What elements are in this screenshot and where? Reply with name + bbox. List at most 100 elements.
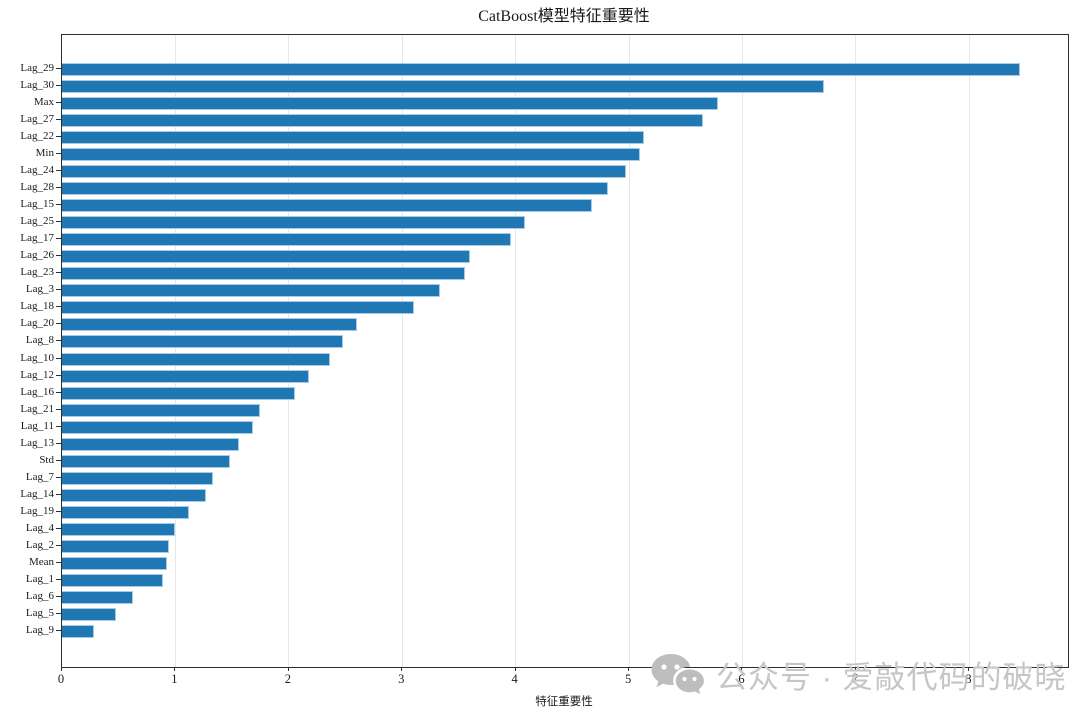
- grid-line: [288, 35, 290, 667]
- x-tick-mark: [628, 667, 630, 671]
- bar-Mean: [62, 556, 168, 570]
- grid-line: [968, 35, 970, 667]
- bar-Lag_6: [62, 590, 134, 604]
- bar-Lag_20: [62, 318, 357, 332]
- bar-Lag_18: [62, 301, 414, 315]
- y-tick-label: Lag_16: [20, 385, 54, 398]
- y-tick-mark: [56, 340, 61, 342]
- y-tick-mark: [56, 85, 61, 87]
- bar-Lag_14: [62, 488, 207, 502]
- y-tick-mark: [56, 289, 61, 291]
- y-tick-label: Lag_15: [20, 198, 54, 211]
- y-tick-mark: [56, 323, 61, 325]
- x-tick-label: 5: [624, 672, 632, 686]
- bar-Lag_28: [62, 182, 608, 196]
- y-tick-mark: [56, 510, 61, 512]
- y-tick-mark: [56, 187, 61, 189]
- y-tick-label: Lag_2: [25, 538, 54, 551]
- bar-Lag_25: [62, 216, 525, 230]
- chart-title: CatBoost模型特征重要性: [478, 8, 650, 25]
- y-tick-mark: [56, 578, 61, 580]
- y-tick-mark: [56, 374, 61, 376]
- y-tick-label: Std: [39, 453, 54, 466]
- bar-Lag_12: [62, 369, 310, 383]
- y-tick-mark: [56, 544, 61, 546]
- x-tick-mark: [968, 667, 970, 671]
- y-tick-mark: [56, 68, 61, 69]
- bar-Lag_23: [62, 267, 465, 281]
- bar-Min: [62, 148, 641, 162]
- y-tick-label: Lag_12: [20, 368, 54, 381]
- y-tick-label: Lag_4: [25, 521, 54, 534]
- y-tick-label: Lag_20: [20, 317, 54, 330]
- y-tick-mark: [56, 459, 61, 461]
- x-tick-mark: [61, 667, 62, 671]
- x-tick-mark: [174, 667, 176, 671]
- y-tick-mark: [56, 306, 61, 308]
- y-tick-label: Lag_28: [20, 181, 54, 194]
- x-tick-label: 4: [511, 672, 518, 686]
- bar-Std: [62, 454, 230, 468]
- y-tick-mark: [56, 527, 61, 529]
- x-tick-label: 7: [851, 672, 859, 686]
- plot-area: [61, 34, 1069, 668]
- bar-Lag_17: [62, 233, 512, 247]
- bar-Lag_7: [62, 471, 213, 485]
- bar-Lag_4: [62, 522, 176, 536]
- x-tick-mark: [741, 667, 743, 671]
- bar-Lag_13: [62, 437, 239, 451]
- y-tick-label: Lag_17: [20, 232, 54, 245]
- y-tick-label: Lag_14: [20, 487, 54, 500]
- y-tick-label: Lag_13: [20, 436, 54, 449]
- y-tick-mark: [56, 595, 61, 597]
- x-tick-label: 0: [57, 672, 65, 686]
- x-tick-label: 1: [171, 672, 178, 686]
- y-tick-mark: [56, 170, 61, 172]
- y-tick-label: Max: [33, 96, 54, 109]
- y-tick-mark: [56, 629, 61, 631]
- y-tick-label: Lag_21: [20, 402, 54, 415]
- y-tick-label: Lag_3: [25, 283, 54, 296]
- y-tick-mark: [56, 425, 61, 427]
- bar-Lag_10: [62, 352, 330, 366]
- y-tick-label: Lag_23: [20, 266, 54, 279]
- y-tick-label: Mean: [28, 555, 54, 568]
- y-tick-label: Lag_22: [20, 130, 54, 143]
- y-tick-mark: [56, 272, 61, 274]
- bar-Lag_15: [62, 199, 592, 213]
- y-tick-label: Lag_25: [20, 215, 54, 228]
- bar-Lag_26: [62, 250, 471, 264]
- y-tick-label: Lag_30: [20, 79, 54, 92]
- grid-line: [628, 35, 630, 667]
- bar-Lag_24: [62, 165, 626, 179]
- y-tick-label: Lag_8: [25, 334, 54, 347]
- y-tick-label: Lag_27: [20, 113, 54, 126]
- bar-Lag_9: [62, 624, 94, 638]
- x-tick-mark: [854, 667, 856, 671]
- bar-Lag_5: [62, 607, 117, 621]
- x-tick-mark: [287, 667, 289, 671]
- y-tick-label: Lag_26: [20, 249, 54, 262]
- bar-Lag_19: [62, 505, 190, 519]
- y-tick-label: Lag_24: [20, 164, 54, 177]
- x-tick-label: 6: [738, 672, 745, 686]
- y-tick-mark: [56, 119, 61, 121]
- grid-line: [515, 35, 517, 667]
- y-tick-label: Min: [35, 147, 54, 160]
- bar-Lag_22: [62, 131, 644, 145]
- y-tick-label: Lag_7: [25, 470, 54, 483]
- bar-Lag_2: [62, 539, 169, 553]
- y-tick-mark: [56, 255, 61, 257]
- x-tick-label: 3: [398, 672, 405, 686]
- x-tick-mark: [514, 667, 516, 671]
- bar-Lag_27: [62, 114, 703, 128]
- y-tick-mark: [56, 238, 61, 240]
- bar-Max: [62, 97, 718, 111]
- y-tick-mark: [56, 476, 61, 478]
- bar-Lag_3: [62, 284, 440, 298]
- y-tick-mark: [56, 561, 61, 563]
- y-tick-label: Lag_19: [20, 504, 54, 517]
- y-tick-label: Lag_29: [20, 62, 54, 74]
- grid-line: [174, 35, 176, 667]
